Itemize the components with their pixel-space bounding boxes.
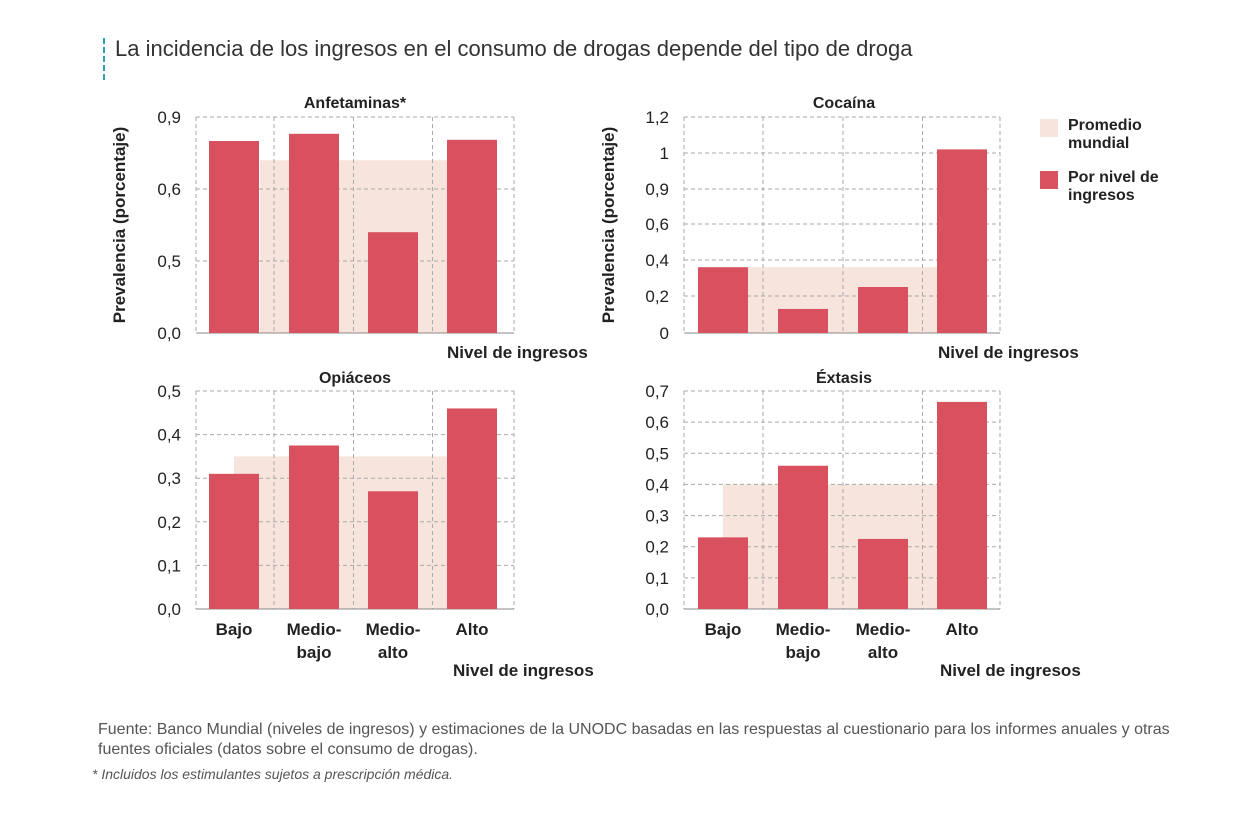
page-title: La incidencia de los ingresos en el cons… — [115, 36, 913, 61]
x-axis-label: Nivel de ingresos — [453, 661, 594, 680]
y-tick-label: 0,6 — [645, 215, 669, 234]
legend-swatch-income — [1040, 171, 1058, 189]
bar — [778, 465, 828, 609]
y-tick-label: 0,4 — [645, 251, 669, 270]
category-label: bajo — [786, 643, 821, 662]
category-label: bajo — [297, 643, 332, 662]
y-tick-label: 0,9 — [645, 180, 669, 199]
bar — [368, 491, 418, 609]
bar — [447, 408, 497, 609]
y-axis-label: Prevalencia (porcentaje) — [599, 127, 618, 324]
bar — [937, 401, 987, 609]
category-label: Alto — [945, 620, 978, 639]
bar — [368, 232, 418, 333]
bar — [937, 149, 987, 333]
y-tick-label: 0,5 — [157, 382, 181, 401]
y-tick-label: 0,1 — [157, 556, 181, 575]
x-axis-label: Nivel de ingresos — [940, 661, 1081, 680]
title-accent-bar — [103, 38, 105, 80]
bar — [778, 308, 828, 333]
y-tick-label: 0,6 — [645, 413, 669, 432]
bar — [858, 287, 908, 333]
legend-item-average: Promedio mundial — [1040, 117, 1188, 153]
y-tick-label: 1,2 — [645, 108, 669, 127]
category-label: Medio- — [776, 620, 831, 639]
panel-title: Anfetaminas* — [304, 95, 407, 112]
y-tick-label: 0,5 — [157, 252, 181, 271]
panel-title: Éxtasis — [816, 368, 872, 387]
y-tick-label: 0,2 — [645, 287, 669, 306]
bar — [698, 537, 748, 609]
y-tick-label: 0,0 — [157, 600, 181, 619]
y-tick-label: 0,4 — [157, 426, 181, 445]
panel-title: Cocaína — [813, 95, 875, 112]
bar — [698, 267, 748, 333]
y-tick-label: 0,3 — [645, 507, 669, 526]
legend-label-average: Promedio mundial — [1068, 117, 1142, 152]
category-label: Bajo — [705, 620, 742, 639]
y-tick-label: 1 — [660, 144, 669, 163]
footnote: * Incluidos los estimulantes sujetos a p… — [92, 766, 454, 782]
y-tick-label: 0,0 — [157, 324, 181, 343]
y-tick-label: 0,4 — [645, 475, 669, 494]
bar — [447, 139, 497, 333]
legend-swatch-average — [1040, 119, 1058, 137]
y-tick-label: 0,2 — [645, 538, 669, 557]
category-label: alto — [868, 643, 898, 662]
y-tick-label: 0,2 — [157, 513, 181, 532]
y-axis-label: Prevalencia (porcentaje) — [110, 127, 129, 324]
category-label: Medio- — [366, 620, 421, 639]
category-label: alto — [378, 643, 408, 662]
y-tick-label: 0,7 — [645, 382, 669, 401]
legend-label-income: Por nivel de ingresos — [1068, 169, 1159, 204]
category-label: Medio- — [287, 620, 342, 639]
category-label: Bajo — [216, 620, 253, 639]
y-tick-label: 0,0 — [645, 600, 669, 619]
x-axis-label: Nivel de ingresos — [447, 343, 588, 362]
y-tick-label: 0,1 — [645, 569, 669, 588]
bar — [209, 473, 259, 609]
bar — [289, 133, 339, 333]
category-label: Alto — [455, 620, 488, 639]
x-axis-label: Nivel de ingresos — [938, 343, 1079, 362]
bar — [858, 538, 908, 609]
source-note: Fuente: Banco Mundial (niveles de ingres… — [98, 721, 1170, 758]
bar — [209, 141, 259, 333]
y-tick-label: 0,3 — [157, 469, 181, 488]
y-tick-label: 0 — [660, 324, 669, 343]
y-tick-label: 0,9 — [157, 108, 181, 127]
y-tick-label: 0,6 — [157, 180, 181, 199]
legend-item-income: Por nivel de ingresos — [1040, 169, 1188, 205]
y-tick-label: 0,5 — [645, 444, 669, 463]
panel-title: Opiáceos — [319, 370, 391, 387]
category-label: Medio- — [856, 620, 911, 639]
bar — [289, 445, 339, 609]
